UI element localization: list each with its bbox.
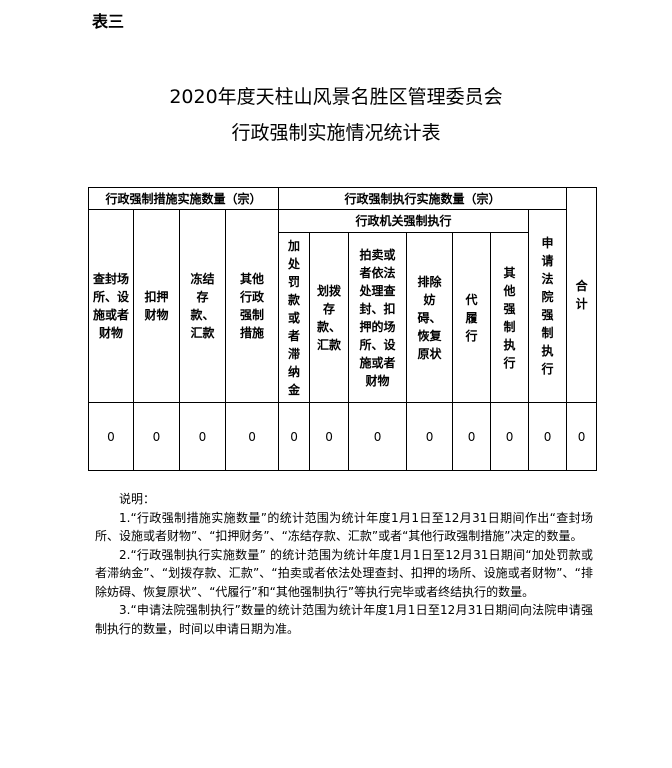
header-col-8: 排除妨碍、恢复原状 [406,232,454,403]
header-execution: 行政强制执行实施数量（宗） [278,187,568,210]
notes: 说明： 1.“行政强制措施实施数量”的统计范围为统计年度1月1日至12月31日期… [95,490,593,638]
value-cell: 0 [88,402,134,471]
header-col-1: 查封场所、设施或者财物 [88,209,134,403]
value-cell: 0 [224,402,280,471]
value-cell: 0 [133,402,180,471]
header-col-6: 划拨存款、汇款 [309,232,350,403]
note-item: 1.“行政强制措施实施数量”的统计范围为统计年度1月1日至12月31日期间作出“… [95,510,593,544]
value-cell: 0 [566,402,598,471]
note-item: 3.“申请法院强制执行”数量的统计范围为统计年度1月1日至12月31日期间向法院… [95,603,593,636]
header-measures: 行政强制措施实施数量（宗） [87,187,280,210]
title-line-1: 2020年度天柱山风景名胜区管理委员会 [169,86,503,108]
header-total: 合计 [566,187,598,403]
header-col-7: 拍卖或者依法处理查封、扣押的场所、设施或者财物 [348,232,408,403]
value-cell: 0 [452,402,492,471]
header-admin-execution: 行政机关强制执行 [278,209,530,233]
value-cell: 0 [179,402,226,471]
value-cell: 0 [490,402,530,471]
header-col-11: 申请法院强制执行 [528,209,568,403]
header-col-10: 其他强制执行 [490,232,530,403]
value-cell: 0 [278,402,311,471]
table-label: 表三 [92,12,125,31]
header-col-9: 代履行 [452,232,492,403]
table-row: 0 0 0 0 0 0 0 0 0 0 0 0 [88,402,598,471]
value-cell: 0 [309,402,350,471]
header-col-3: 冻结存款、汇款 [179,209,226,403]
header-col-2: 扣押财物 [133,209,180,403]
value-cell: 0 [348,402,408,471]
header-col-4: 其他行政强制措施 [224,209,280,403]
header-col-5: 加处罚款或者滞纳金 [278,232,311,403]
title-line-2: 行政强制实施情况统计表 [231,122,441,144]
value-cell: 0 [528,402,568,471]
note-item: 2.“行政强制执行实施数量” 的统计范围为统计年度1月1日至12月31日期间“加… [95,547,593,599]
statistics-table: 行政强制措施实施数量（宗） 行政强制执行实施数量（宗） 合计 查封场所、设施或者… [87,187,598,471]
notes-heading: 说明： [119,492,156,506]
value-cell: 0 [406,402,454,471]
